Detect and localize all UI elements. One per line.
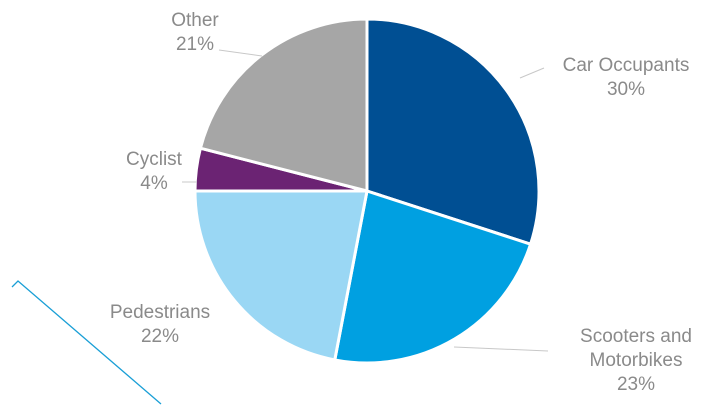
pie-slices <box>193 17 541 365</box>
slice-value-car-occupants: 30% <box>607 79 645 100</box>
pie-slice-scooters-and-motorbikes <box>333 189 533 365</box>
pie-slice-car-occupants <box>365 17 541 246</box>
pie-slice-other <box>198 17 369 193</box>
slice-value-scooters-and-motorbikes: 23% <box>617 374 655 395</box>
accent-line <box>11 280 162 405</box>
slice-labels: Car Occupants 30% Scooters and Motorbikes 23… <box>110 10 692 395</box>
decorative-accent <box>11 280 162 405</box>
slice-label-other: Other <box>171 10 219 31</box>
slice-label-cyclist: Cyclist <box>126 149 183 170</box>
slice-value-cyclist: 4% <box>140 173 168 194</box>
slice-value-other: 21% <box>176 34 214 55</box>
pie-slice-pedestrians <box>193 189 369 362</box>
slice-label-scooters-and-motorbikes: Motorbikes <box>590 350 683 371</box>
slice-label-car-occupants: Car Occupants <box>563 55 690 76</box>
leader-line-other <box>218 49 263 57</box>
leader-lines <box>182 49 549 352</box>
slice-value-pedestrians: 22% <box>141 326 179 347</box>
leader-line-scooters-and-motorbikes <box>453 346 549 352</box>
leader-line-car-occupants <box>519 67 545 79</box>
slice-label-scooters-and-motorbikes: Scooters and <box>580 326 692 347</box>
slice-label-pedestrians: Pedestrians <box>110 302 210 323</box>
